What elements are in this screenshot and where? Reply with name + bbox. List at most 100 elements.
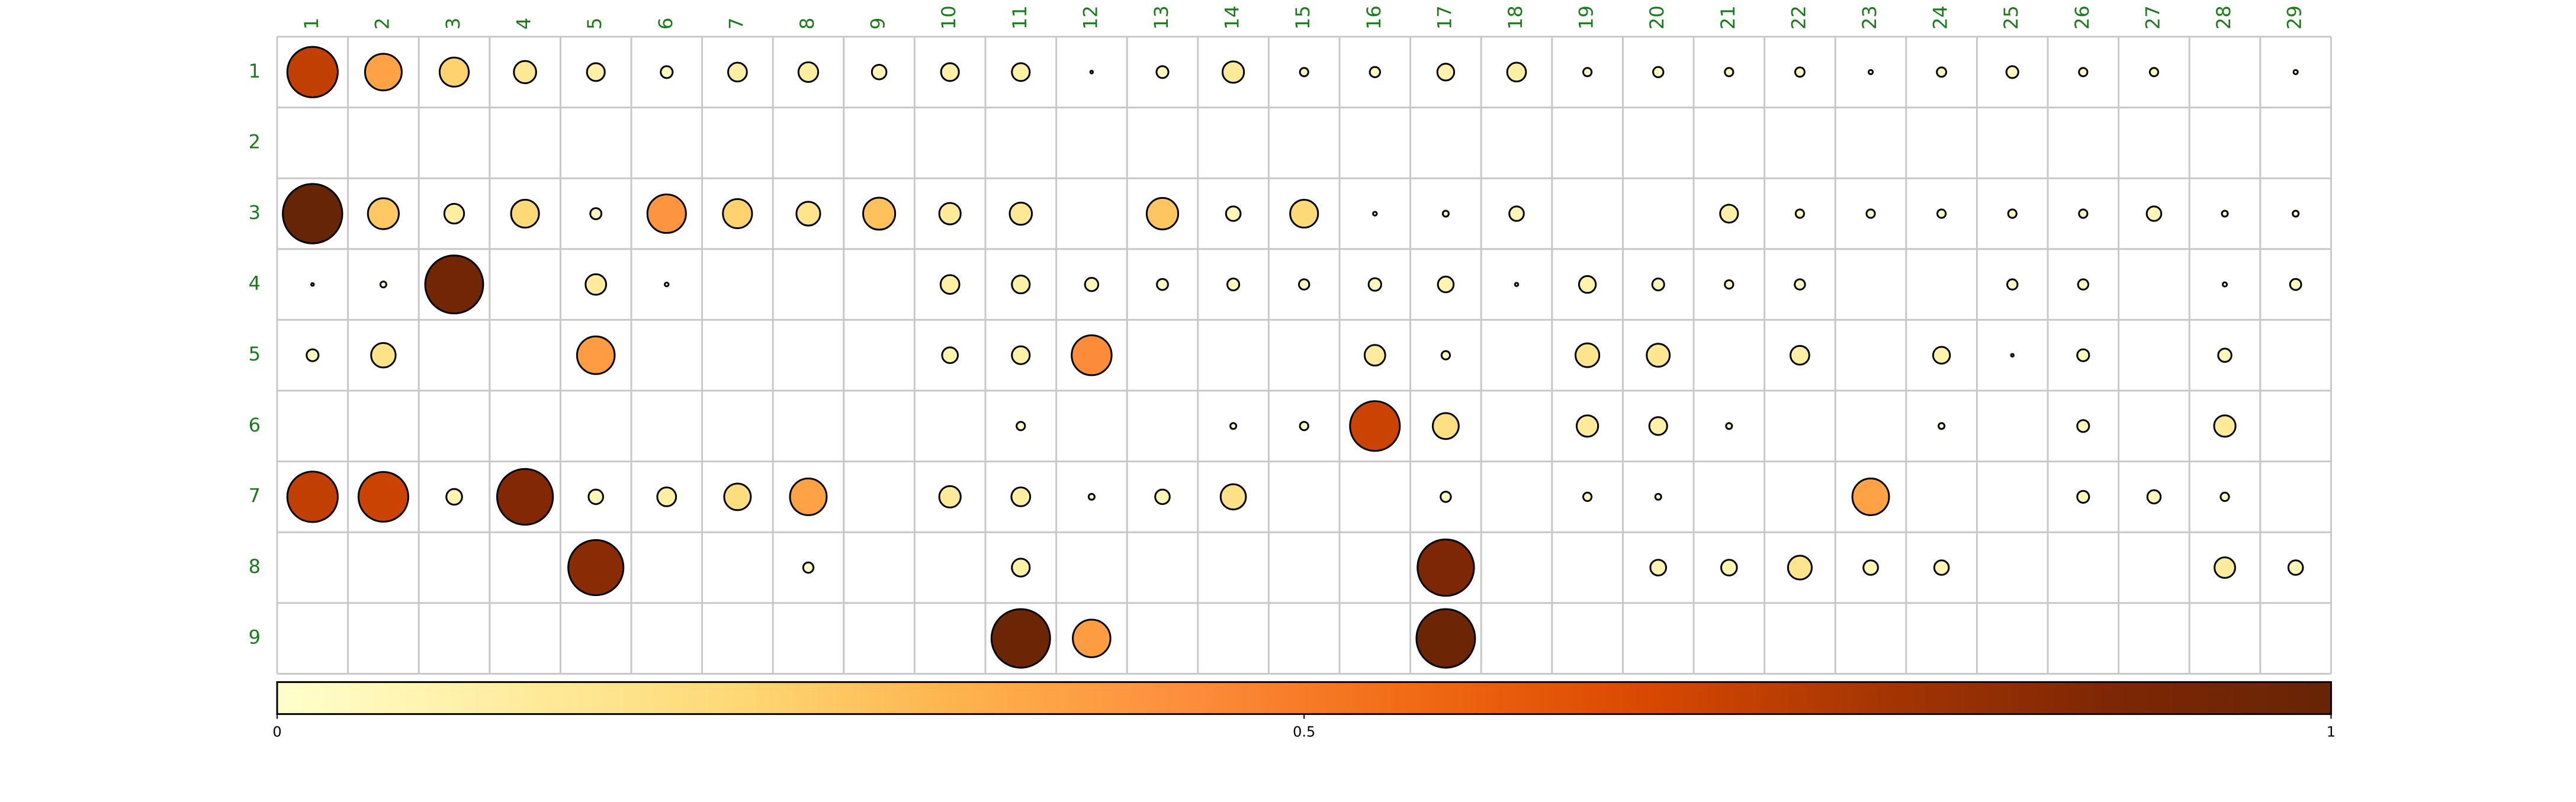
bubble-r3-c4 <box>510 198 540 229</box>
bubble-r1-c7 <box>727 62 748 83</box>
bubble-r5-c1 <box>306 348 320 362</box>
bubble-r8-c5 <box>567 539 625 597</box>
bubble-r3-c2 <box>367 197 400 230</box>
bubble-r1-c14 <box>1221 60 1245 84</box>
bubble-r3-c18 <box>1508 205 1525 222</box>
bubble-r6-c20 <box>1648 416 1668 436</box>
column-label: 2 <box>371 18 393 30</box>
bubble-r5-c28 <box>2217 347 2233 363</box>
bubble-r3-c24 <box>1936 208 1947 219</box>
bubble-r7-c27 <box>2146 489 2162 505</box>
bubble-r7-c26 <box>2076 489 2090 504</box>
bubble-r7-c28 <box>2220 491 2230 503</box>
bubble-r1-c8 <box>797 61 820 83</box>
bubble-r6-c26 <box>2076 419 2090 433</box>
bubble-r3-c16 <box>1372 211 1378 217</box>
colorbar-tick-label: 0.5 <box>1293 723 1315 740</box>
bubble-r1-c10 <box>940 62 960 82</box>
bubble-r8-c28 <box>2214 556 2236 579</box>
bubble-r4-c26 <box>2077 278 2090 291</box>
bubble-r6-c15 <box>1299 421 1309 431</box>
bubble-r5-c11 <box>1011 345 1031 365</box>
bubble-r8-c20 <box>1649 559 1667 576</box>
bubble-r5-c12 <box>1071 334 1113 376</box>
bubble-r7-c14 <box>1219 483 1247 511</box>
bubble-r9-c17 <box>1415 608 1476 669</box>
bubble-r7-c10 <box>938 485 962 509</box>
bubble-r4-c28 <box>2221 281 2228 288</box>
column-label: 24 <box>1929 5 1952 30</box>
column-label: 25 <box>2000 5 2022 30</box>
bubble-r1-c4 <box>513 60 537 85</box>
bubble-r3-c28 <box>2221 210 2229 218</box>
bubble-r9-c11 <box>990 608 1051 669</box>
column-label: 22 <box>1787 5 1810 30</box>
bubble-r3-c6 <box>646 193 687 234</box>
bubble-r7-c11 <box>1010 487 1032 507</box>
bubble-r1-c29 <box>2292 69 2299 75</box>
bubble-r3-c1 <box>282 183 343 244</box>
bubble-r8-c29 <box>2287 559 2304 576</box>
bubble-r6-c28 <box>2213 414 2237 438</box>
row-label: 8 <box>249 555 261 578</box>
bubble-r5-c26 <box>2076 348 2090 362</box>
column-labels: 1 2 3 4 5 6 7 8 9 10 11 12 13 14 15 16 17 18 19 20 21 22 23 24 2… <box>300 5 2306 30</box>
column-label: 21 <box>1717 5 1739 30</box>
bubble-r5-c20 <box>1646 343 1671 368</box>
column-label: 27 <box>2141 5 2164 30</box>
colorbar: 0 0.5 1 <box>272 681 2336 740</box>
bubble-r1-c23 <box>1867 69 1874 75</box>
bubble-r9-c12 <box>1072 619 1112 658</box>
bubble-r4-c15 <box>1298 278 1311 291</box>
bubble-r5-c5 <box>576 335 616 375</box>
bubble-r4-c14 <box>1226 278 1241 292</box>
row-label: 2 <box>249 130 261 153</box>
bubble-r1-c21 <box>1724 67 1735 78</box>
bubble-r1-c27 <box>2148 67 2159 78</box>
bubble-r4-c12 <box>1084 276 1100 292</box>
column-label: 18 <box>1504 5 1527 30</box>
bubble-r7-c2 <box>357 471 409 523</box>
bubble-r1-c1 <box>286 46 339 98</box>
colorbar-tick-label: 0 <box>272 723 281 740</box>
bubble-r8-c17 <box>1417 538 1475 597</box>
bubble-r3-c5 <box>589 207 603 220</box>
bubble-r4-c5 <box>584 273 608 296</box>
row-label: 3 <box>249 201 261 224</box>
bubble-r3-c29 <box>2292 210 2300 218</box>
bubble-r5-c2 <box>370 342 397 369</box>
bubble-r3-c13 <box>1145 197 1180 231</box>
bubble-r1-c16 <box>1369 66 1382 79</box>
bubble-r6-c14 <box>1229 422 1238 430</box>
bubble-r1-c18 <box>1506 62 1527 83</box>
bubble-r1-c25 <box>2005 65 2019 79</box>
column-label: 14 <box>1221 5 1244 30</box>
bubble-r3-c15 <box>1289 198 1319 229</box>
bubble-r1-c13 <box>1155 65 1170 79</box>
row-label: 6 <box>249 414 261 436</box>
bubble-r4-c11 <box>1011 275 1031 295</box>
bubble-r4-c25 <box>2006 278 2019 291</box>
bubble-r1-c6 <box>660 65 674 79</box>
bubble-r7-c3 <box>445 488 463 506</box>
bubble-r5-c24 <box>1932 346 1951 365</box>
bubble-r7-c12 <box>1087 492 1096 501</box>
bubble-r7-c13 <box>1154 488 1171 505</box>
bubble-r7-c1 <box>286 471 339 523</box>
column-label: 29 <box>2283 5 2306 30</box>
row-label: 1 <box>249 60 261 82</box>
bubble-r7-c19 <box>1582 491 1593 503</box>
bubble-r8-c24 <box>1933 559 1950 576</box>
bubble-r4-c29 <box>2289 278 2302 291</box>
bubble-r7-c4 <box>496 468 554 526</box>
bubble-r7-c5 <box>587 488 605 505</box>
bubble-r7-c7 <box>723 482 752 511</box>
bubble-r4-c10 <box>939 274 961 295</box>
bubble-r3-c3 <box>443 202 465 225</box>
bubble-r6-c19 <box>1575 414 1599 438</box>
bubble-r5-c22 <box>1790 344 1810 366</box>
bubble-r1-c17 <box>1436 63 1456 82</box>
bubble-r1-c11 <box>1011 62 1031 82</box>
bubble-r4-c18 <box>1514 282 1520 287</box>
